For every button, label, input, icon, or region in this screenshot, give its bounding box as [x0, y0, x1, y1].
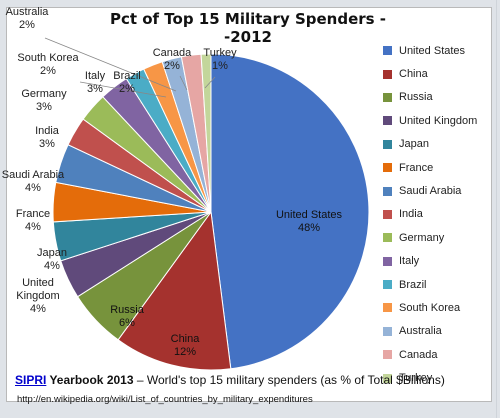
legend-item-italy: Italy	[383, 250, 495, 273]
source-url[interactable]: http://en.wikipedia.org/wiki/List_of_cou…	[17, 394, 313, 405]
legend-item-turkey: Turkey	[383, 366, 495, 389]
data-label-south-korea: South Korea 2%	[17, 52, 79, 77]
data-label-saudi-arabia: Saudi Arabia 4%	[2, 169, 65, 194]
legend-item-germany: Germany	[383, 226, 495, 249]
legend-swatch	[383, 69, 392, 79]
legend-label: Italy	[399, 255, 420, 268]
legend-swatch	[383, 326, 392, 336]
legend-item-india: India	[383, 203, 495, 226]
legend-label: Australia	[399, 325, 442, 338]
legend-swatch	[383, 280, 392, 290]
legend-label: Brazil	[399, 278, 427, 291]
leader-line	[79, 81, 167, 98]
sheet-gridline	[496, 0, 497, 418]
sipri-link[interactable]: SIPRI	[15, 373, 47, 387]
legend-item-canada: Canada	[383, 343, 495, 366]
legend-item-china: China	[383, 62, 495, 85]
legend-swatch	[383, 373, 392, 383]
legend-label: South Korea	[399, 301, 461, 314]
legend-swatch	[383, 209, 392, 219]
legend-item-france: France	[383, 156, 495, 179]
legend-label: United States	[399, 44, 466, 57]
leader-line	[138, 99, 142, 105]
caption-text: – World's top 15 military spenders (as %…	[133, 373, 445, 387]
legend-item-united-states: United States	[383, 39, 495, 62]
data-label-japan: Japan 4%	[37, 247, 67, 272]
legend-item-brazil: Brazil	[383, 273, 495, 296]
data-label-india: India 3%	[35, 125, 60, 150]
legend-label: Turkey	[399, 372, 433, 385]
legend-label: United Kingdom	[399, 114, 478, 127]
legend-swatch	[383, 233, 392, 243]
data-label-australia: Australia 2%	[6, 6, 50, 31]
legend-swatch	[383, 46, 392, 56]
legend-label: India	[399, 208, 423, 221]
legend-item-russia: Russia	[383, 86, 495, 109]
pie-slice-united-states	[210, 53, 370, 370]
leader-line	[179, 75, 188, 91]
legend-swatch	[383, 350, 392, 360]
legend-swatch	[383, 92, 392, 102]
chart-caption: SIPRI Yearbook 2013 – World's top 15 mil…	[15, 373, 495, 387]
pie-slice-turkey	[200, 53, 212, 213]
data-label-brazil: Brazil 2%	[113, 70, 141, 95]
legend-item-japan: Japan	[383, 133, 495, 156]
legend-label: France	[399, 161, 434, 174]
legend-swatch	[383, 186, 392, 196]
legend-item-australia: Australia	[383, 320, 495, 343]
chart-title: Pct of Top 15 Military Spenders --2012	[109, 10, 387, 46]
legend-swatch	[383, 256, 392, 266]
data-label-germany: Germany 3%	[21, 88, 67, 113]
leader-line	[204, 76, 216, 89]
data-label-russia: Russia 6%	[110, 304, 145, 329]
legend-label: China	[399, 68, 428, 81]
legend-swatch	[383, 303, 392, 313]
legend-item-united-kingdom: United Kingdom	[383, 109, 495, 132]
legend-label: Japan	[399, 138, 429, 151]
legend-label: Saudi Arabia	[399, 185, 462, 198]
legend-label: Russia	[399, 91, 433, 104]
legend-item-south-korea: South Korea	[383, 296, 495, 319]
chart-legend: United States China Russia United Kingdom Ja…	[383, 39, 495, 390]
pie-slice-china	[117, 210, 232, 371]
leader-line	[44, 37, 177, 92]
legend-label: Canada	[399, 348, 438, 361]
data-label-france: France 4%	[16, 208, 50, 233]
data-label-italy: Italy 3%	[85, 70, 106, 95]
legend-item-saudi-arabia: Saudi Arabia	[383, 179, 495, 202]
caption-yearbook: Yearbook 2013	[46, 373, 134, 387]
legend-label: Germany	[399, 231, 445, 244]
legend-swatch	[383, 139, 392, 149]
legend-swatch	[383, 116, 392, 126]
data-label-turkey: Turkey 1%	[203, 47, 237, 72]
data-label-canada: Canada 2%	[153, 47, 192, 72]
data-label-united-kingdom: United Kingdom 4%	[16, 277, 59, 315]
legend-swatch	[383, 163, 392, 173]
data-label-united-states: United States 48%	[276, 209, 343, 234]
data-label-china: China 12%	[171, 333, 201, 358]
